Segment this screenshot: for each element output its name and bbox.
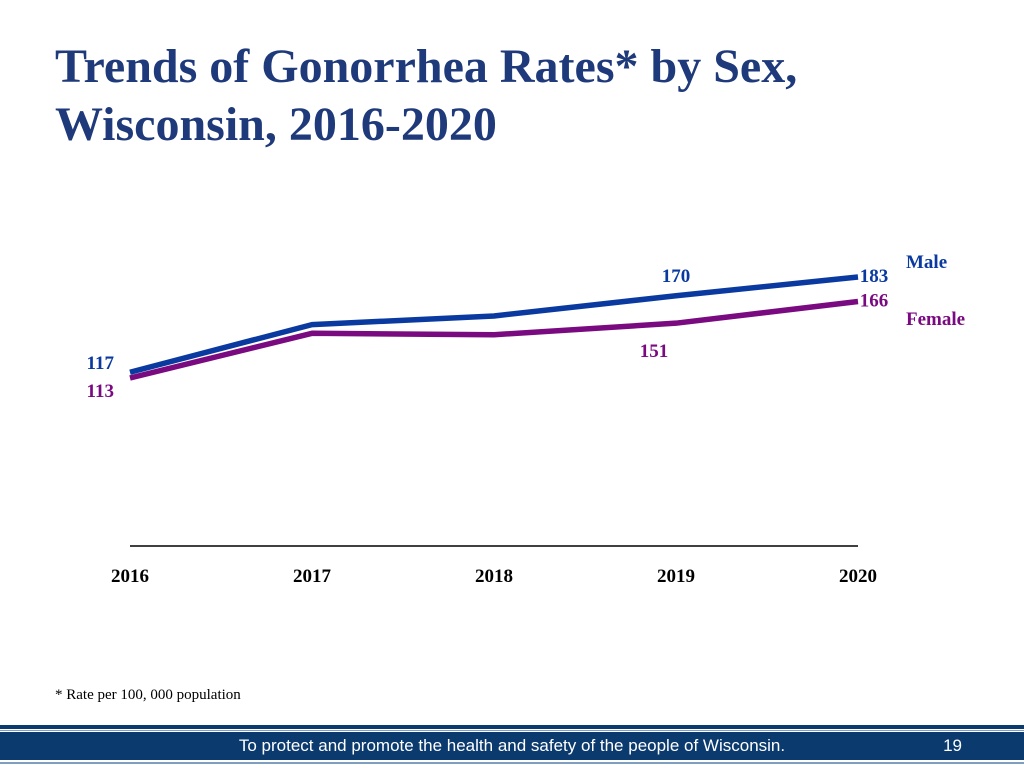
legend-label-male: Male: [906, 252, 947, 273]
x-tick-label: 2017: [293, 566, 332, 587]
series-line-female: [129, 298, 859, 381]
data-label-male: 170: [662, 266, 691, 287]
data-label-female: 151: [640, 341, 669, 362]
footer-motto: To protect and promote the health and sa…: [238, 736, 786, 755]
series-line-male: [129, 274, 859, 375]
footer-divider-thin: [0, 730, 1024, 731]
legend-label-female: Female: [906, 309, 965, 330]
slide-title: Trends of Gonorrhea Rates* by Sex, Wisco…: [55, 40, 798, 151]
footnote: * Rate per 100, 000 population: [55, 687, 241, 703]
footer-divider: [0, 725, 1024, 729]
x-tick-label: 2016: [111, 566, 149, 587]
footer-divider-bottom: [0, 762, 1024, 764]
data-label-male: 117: [87, 353, 115, 374]
x-tick-label: 2018: [475, 566, 513, 587]
footer-bar: To protect and promote the health and sa…: [0, 732, 1024, 760]
data-label-female: 113: [87, 381, 114, 402]
data-label-male: 183: [860, 266, 889, 287]
data-label-female: 166: [860, 291, 889, 312]
x-tick-label: 2019: [657, 566, 695, 587]
x-tick-label: 2020: [839, 566, 877, 587]
page-number: 19: [943, 736, 962, 755]
